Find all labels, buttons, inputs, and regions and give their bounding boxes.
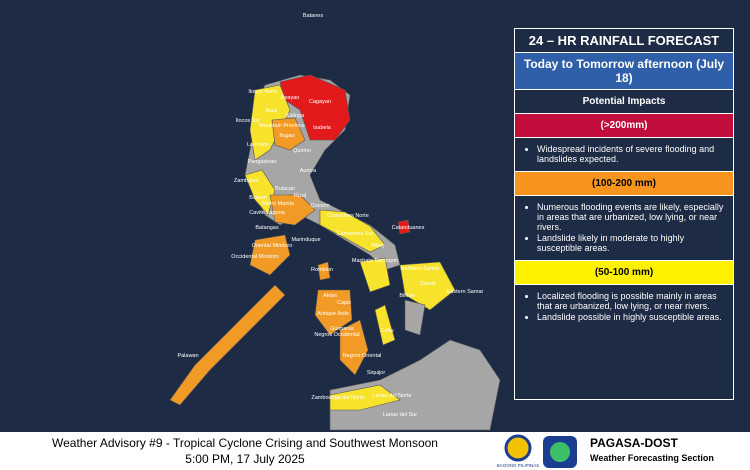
footer: Weather Advisory #9 - Tropical Cyclone C… (0, 432, 750, 470)
impact-text: Localized flooding is possible mainly in… (537, 291, 725, 311)
province-label: Northern Samar (400, 266, 439, 272)
province-label: Apayao (281, 95, 300, 101)
province-label: Lanao del Norte (372, 393, 411, 399)
impact-text: Landslide possible in highly susceptible… (537, 312, 725, 322)
province-label: Camarines Norte (327, 213, 369, 219)
datetime: 5:00 PM, 17 July 2025 (185, 452, 305, 466)
province-label: Negros Occidental (314, 332, 359, 338)
province-label: Camarines Sur (337, 231, 374, 237)
advisory: Weather Advisory #9 - Tropical Cyclone C… (52, 436, 438, 450)
level-range: (>200mm) (515, 113, 733, 138)
impact-list: Numerous flooding events are likely, esp… (515, 196, 733, 260)
province-label: Occidental Mindoro (231, 254, 278, 260)
province-label: Lanao del Sur (383, 412, 417, 418)
province-label: Bulacan (275, 186, 295, 192)
map: Batanes Ilocos Norte Apayao Cagayan Abra Kali… (169, 13, 501, 431)
impact-text: Widespread incidents of severe flooding … (537, 144, 725, 164)
province-label: Capiz (337, 300, 351, 306)
province-label: Samar (420, 281, 436, 287)
province-label: La Union (247, 142, 269, 148)
province-label: Cavite Laguna (249, 210, 285, 216)
province-label: Quirino (293, 148, 311, 154)
impact-list: Localized flooding is possible mainly in… (515, 285, 733, 329)
impact-list: Widespread incidents of severe flooding … (515, 138, 733, 171)
province-label: Mountain Province (259, 123, 305, 129)
level-range: (100-200 mm) (515, 171, 733, 196)
province-label: Albay (371, 243, 385, 249)
section: Weather Forecasting Section (590, 453, 714, 463)
province-label: Rizal (294, 193, 306, 199)
province-label: Abra (265, 108, 278, 114)
agency: PAGASA-DOST (590, 436, 678, 450)
legend-title: 24 – HR RAINFALL FORECAST (515, 29, 733, 52)
province-label: Aklan (323, 293, 337, 299)
province-label: Marinduque (291, 237, 320, 243)
province-label: Bataan (249, 195, 266, 201)
province-label: Kalinga (286, 113, 305, 119)
province-label: Negros Oriental (343, 353, 382, 359)
province-label: Masbate Sorsogon (352, 258, 398, 264)
province-label: Siquijor (367, 370, 386, 376)
impact-text: Numerous flooding events are likely, esp… (537, 202, 725, 232)
impact-text: Landslide likely in moderate to highly s… (537, 233, 725, 253)
province-label: Palawan (177, 353, 198, 359)
province-label: Zambales (234, 178, 258, 184)
province-label: Batangas (255, 225, 278, 231)
province-label: Oriental Mindoro (252, 243, 293, 249)
forecast-period: Today to Tomorrow afternoon (July 18) (515, 52, 733, 89)
province-label: Metro Manila (262, 201, 295, 207)
legend-panel: 24 – HR RAINFALL FORECAST Today to Tomor… (514, 28, 734, 400)
level-range: (50-100 mm) (515, 260, 733, 285)
province-label: Biliran (399, 293, 414, 299)
province-label: Isabela (313, 125, 332, 131)
province-label: Batanes (303, 13, 323, 19)
province-label: Eastern Samar (447, 289, 484, 295)
province-label: Cebu (380, 328, 393, 334)
province-label: Guimaras (330, 326, 354, 332)
logo (550, 442, 570, 462)
province-label: Ifugao (279, 133, 294, 139)
levels: (>200mm) Widespread incidents of severe f… (515, 113, 733, 329)
logo-caption: BAGONG PILIPINAS (497, 463, 540, 468)
province-label: Ilocos Norte (248, 89, 277, 95)
province-label: Pangasinan (247, 159, 276, 165)
province-label: Romblon (311, 267, 333, 273)
province-label: Aurora (300, 168, 317, 174)
impacts-heading: Potential Impacts (515, 89, 733, 113)
logos: BAGONG PILIPINAS PAGASA-DOST Weather For… (497, 434, 714, 468)
province-label: Quezon (310, 203, 329, 209)
province-label: Catanduanes (392, 225, 425, 231)
province-label: Ilocos Sur (236, 118, 261, 124)
province-label: Antique Iloilo (317, 311, 349, 317)
logo (504, 434, 532, 462)
province-label: Cagayan (309, 99, 331, 105)
province-label: Zamboanga del Norte (311, 395, 364, 401)
